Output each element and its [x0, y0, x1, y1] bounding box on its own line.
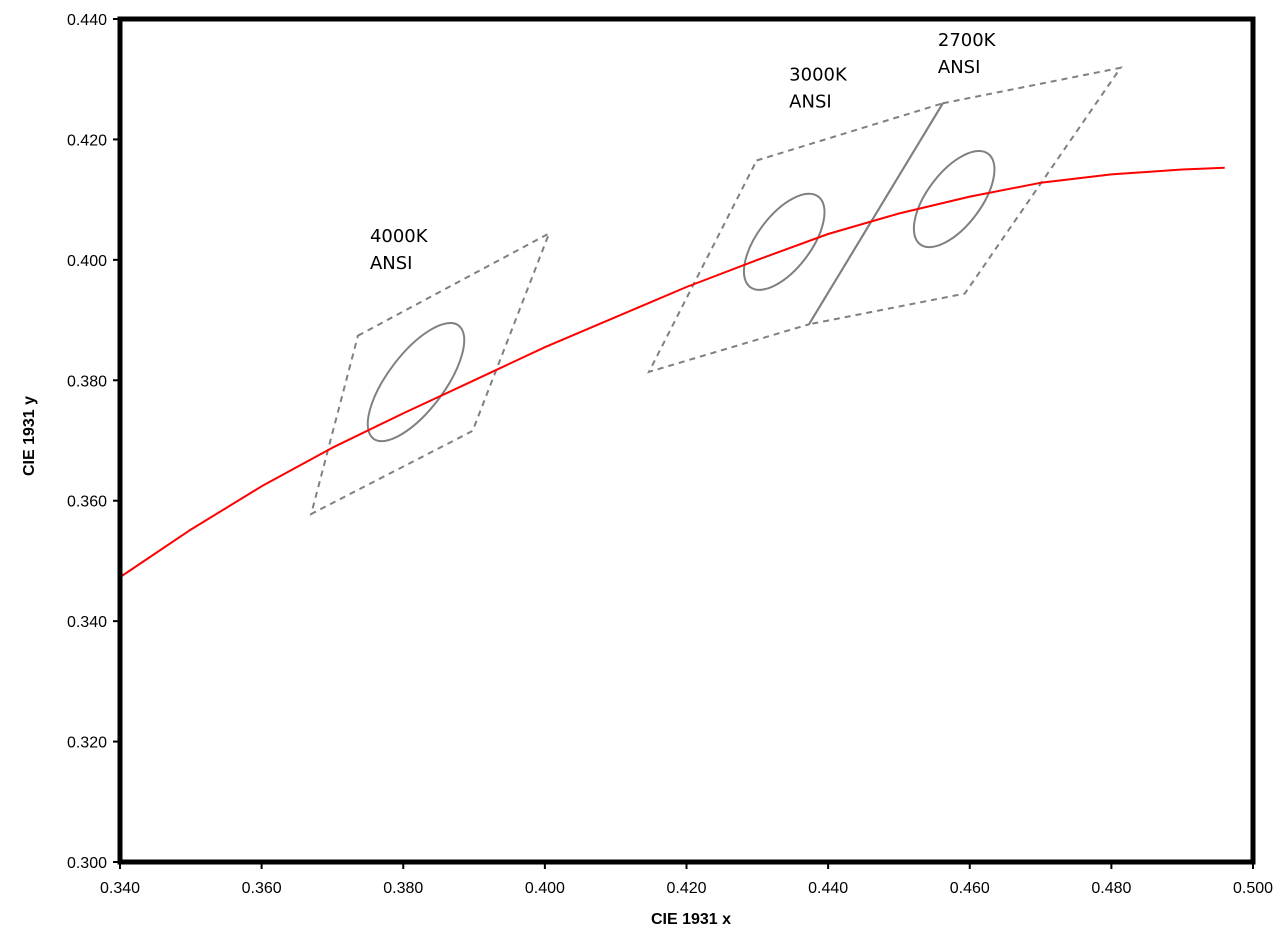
- annotation-line1: 4000K: [370, 226, 429, 247]
- x-axis: 0.340 0.360 0.380 0.400 0.420 0.440 0.460 0.480…: [100, 862, 1273, 897]
- x-tick-label: 0.440: [808, 880, 848, 897]
- annotation-3000K: 3000K ANSI: [789, 64, 848, 112]
- y-tick-label: 0.380: [67, 373, 107, 390]
- x-tick-label: 0.360: [242, 880, 282, 897]
- x-tick-label: 0.420: [666, 880, 706, 897]
- y-axis-title: CIE 1931 y: [21, 396, 38, 476]
- quadrangle-2700K: [806, 66, 1123, 326]
- x-tick-label: 0.500: [1233, 880, 1273, 897]
- annotation-line1: 2700K: [938, 30, 997, 51]
- ellipse-3000K: [742, 192, 826, 291]
- x-axis-title: CIE 1931 x: [651, 911, 731, 928]
- plot-frame: [117, 16, 1256, 865]
- plot-area: 4000K ANSI 3000K ANSI 2700K ANSI: [119, 30, 1225, 579]
- annotation-2700K: 2700K ANSI: [938, 30, 997, 78]
- y-tick-label: 0.440: [67, 12, 107, 29]
- x-tick-label: 0.480: [1091, 880, 1131, 897]
- x-tick-label: 0.340: [100, 880, 140, 897]
- y-tick-label: 0.300: [67, 855, 107, 872]
- x-tick-label: 0.380: [383, 880, 423, 897]
- y-tick-label: 0.420: [67, 132, 107, 149]
- annotation-line1: 3000K: [789, 64, 848, 85]
- annotation-line2: ANSI: [789, 91, 832, 112]
- y-axis: 0.300 0.320 0.340 0.360 0.380 0.400 0.420 0.440: [67, 12, 120, 872]
- y-tick-label: 0.400: [67, 253, 107, 270]
- shared-boundary-line: [808, 102, 944, 325]
- y-tick-label: 0.320: [67, 735, 107, 752]
- x-tick-label: 0.460: [950, 880, 990, 897]
- quadrangle-4000K: [309, 231, 552, 516]
- y-tick-label: 0.360: [67, 494, 107, 511]
- annotation-line2: ANSI: [938, 57, 981, 78]
- annotation-4000K: 4000K ANSI: [370, 226, 429, 274]
- quadrangle-3000K: [647, 101, 946, 374]
- y-tick-label: 0.340: [67, 614, 107, 631]
- planckian-locus-line: [119, 166, 1225, 579]
- ellipse-2700K: [912, 149, 996, 249]
- annotation-line2: ANSI: [370, 253, 413, 274]
- ellipse-4000K: [366, 322, 466, 443]
- x-tick-label: 0.400: [525, 880, 565, 897]
